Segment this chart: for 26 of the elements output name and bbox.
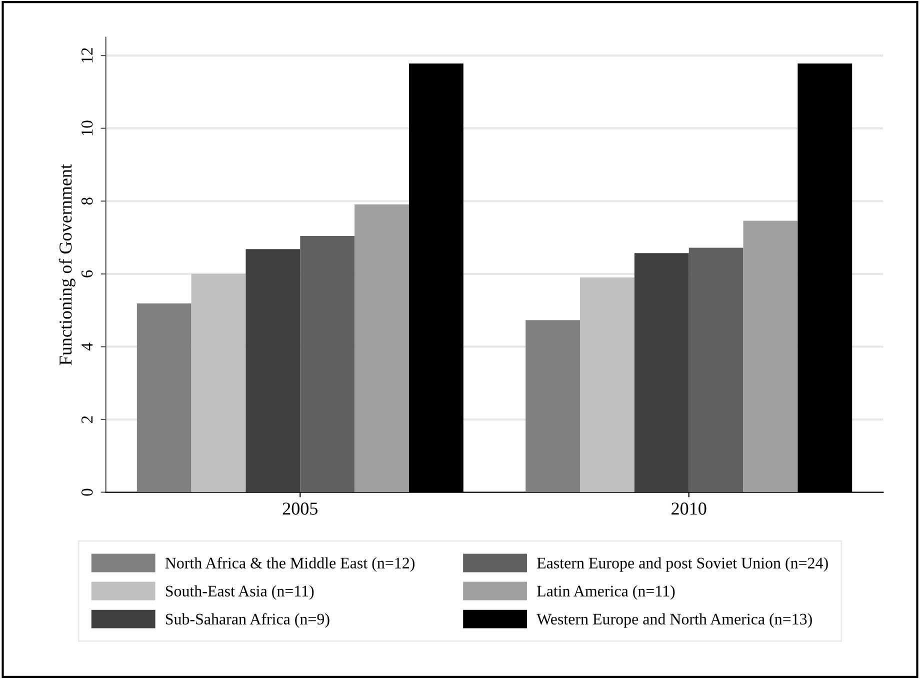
- y-tick-label: 2: [81, 416, 93, 423]
- legend-label: Sub-Saharan Africa (n=9): [166, 613, 330, 628]
- y-axis-title: Functioning of Government: [58, 164, 76, 366]
- legend-label: Western Europe and North America (n=13): [536, 613, 812, 628]
- y-tick-label: 0: [81, 488, 93, 496]
- bar: [354, 204, 409, 492]
- legend-label: South-East Asia (n=11): [166, 585, 314, 600]
- legend-label: Latin America (n=11): [537, 585, 675, 600]
- y-tick-label: 4: [82, 342, 93, 351]
- bar: [300, 236, 355, 492]
- y-tick-label: 6: [81, 270, 93, 278]
- bar: [191, 274, 246, 492]
- x-tick-label: 2005: [282, 502, 318, 515]
- bar: [580, 278, 634, 492]
- x-tick-label: 2010: [672, 502, 706, 515]
- bar: [526, 320, 580, 492]
- y-tick-label: 12: [81, 48, 93, 62]
- bar: [246, 249, 300, 492]
- y-tick-label: 10: [81, 120, 93, 136]
- legend-label: North Africa & the Middle East (n=12): [165, 557, 414, 572]
- y-tick-label: 8: [81, 198, 93, 205]
- bar: [634, 253, 689, 492]
- bar: [136, 303, 192, 492]
- bar: [688, 248, 744, 492]
- legend-label: Eastern Europe and post Soviet Union (n=24): [537, 557, 828, 572]
- bar: [743, 220, 798, 492]
